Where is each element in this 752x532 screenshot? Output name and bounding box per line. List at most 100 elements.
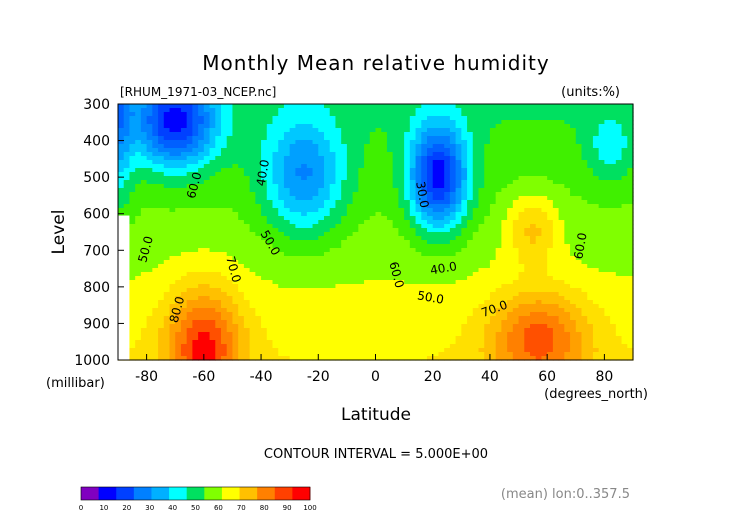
contour-cell <box>621 292 628 297</box>
contour-cell <box>575 144 583 149</box>
contour-cell <box>524 168 531 173</box>
contour-cell <box>455 160 462 165</box>
contour-cell <box>215 316 222 321</box>
contour-cell <box>140 200 148 205</box>
contour-cell <box>364 268 371 273</box>
contour-cell <box>615 172 623 177</box>
contour-cell <box>484 296 491 301</box>
contour-cell <box>610 280 617 285</box>
contour-cell <box>461 176 468 181</box>
contour-cell <box>301 280 308 285</box>
contour-cell <box>570 308 577 313</box>
contour-cell <box>163 324 171 329</box>
contour-cell <box>152 144 159 149</box>
contour-cell <box>324 260 331 265</box>
contour-cell <box>335 276 342 281</box>
contour-cell <box>209 172 216 177</box>
contour-cell <box>215 156 222 161</box>
contour-cell <box>318 244 325 249</box>
contour-cell <box>226 116 234 121</box>
contour-cell <box>507 156 514 161</box>
contour-cell <box>592 224 600 229</box>
contour-cell <box>495 188 502 193</box>
contour-cell <box>375 268 382 273</box>
contour-cell <box>261 272 268 277</box>
contour-cell <box>369 324 377 329</box>
contour-cell <box>587 104 594 109</box>
contour-cell <box>386 276 394 281</box>
contour-cell <box>318 268 325 273</box>
contour-cell <box>369 208 377 213</box>
contour-cell <box>163 264 171 269</box>
contour-cell <box>266 172 274 177</box>
contour-cell <box>221 108 228 113</box>
contour-cell <box>541 248 548 253</box>
contour-cell <box>392 116 399 121</box>
contour-cell <box>255 196 262 201</box>
contour-cell <box>295 116 302 121</box>
contour-cell <box>266 192 274 197</box>
contour-cell <box>604 296 611 301</box>
contour-cell <box>581 104 588 109</box>
contour-cell <box>530 144 537 149</box>
contour-cell <box>278 276 285 281</box>
contour-cell <box>507 220 514 225</box>
contour-cell <box>215 260 222 265</box>
contour-cell <box>221 240 228 245</box>
contour-cell <box>215 116 222 121</box>
contour-cell <box>409 232 417 237</box>
contour-cell <box>295 200 302 205</box>
contour-cell <box>352 224 359 229</box>
contour-cell <box>438 216 445 221</box>
contour-cell <box>381 224 388 229</box>
contour-cell <box>570 108 577 113</box>
contour-cell <box>318 136 325 141</box>
contour-cell <box>352 168 359 173</box>
contour-cell <box>369 300 377 305</box>
contour-cell <box>587 216 594 221</box>
contour-cell <box>221 120 228 125</box>
contour-cell <box>158 172 165 177</box>
contour-cell <box>415 296 422 301</box>
contour-cell <box>381 232 388 237</box>
contour-cell <box>341 232 348 237</box>
contour-cell <box>180 276 188 281</box>
contour-cell <box>495 128 502 133</box>
contour-cell <box>243 140 251 145</box>
contour-cell <box>449 212 457 217</box>
contour-cell <box>501 316 508 321</box>
contour-cell <box>541 116 548 121</box>
contour-cell <box>587 296 594 301</box>
contour-cell <box>169 316 176 321</box>
contour-cell <box>140 272 148 277</box>
contour-cell <box>495 308 502 313</box>
contour-cell <box>438 184 445 189</box>
contour-cell <box>564 256 571 261</box>
contour-cell <box>180 148 188 153</box>
contour-cell <box>123 128 131 133</box>
contour-cell <box>158 264 165 269</box>
contour-cell <box>226 204 234 209</box>
contour-cell <box>186 280 193 285</box>
contour-cell <box>604 216 611 221</box>
contour-cell <box>495 244 502 249</box>
contour-cell <box>421 200 428 205</box>
contour-cell <box>140 224 148 229</box>
contour-cell <box>535 192 543 197</box>
contour-cell <box>238 184 245 189</box>
contour-cell <box>318 156 325 161</box>
contour-cell <box>530 232 537 237</box>
contour-cell <box>232 156 239 161</box>
contour-cell <box>478 196 485 201</box>
contour-cell <box>530 200 537 205</box>
contour-cell <box>180 168 188 173</box>
contour-cell <box>158 320 165 325</box>
contour-cell <box>369 312 377 317</box>
contour-cell <box>238 136 245 141</box>
contour-cell <box>261 228 268 233</box>
contour-cell <box>478 220 485 225</box>
contour-cell <box>335 156 342 161</box>
contour-cell <box>203 324 211 329</box>
contour-cell <box>266 180 274 185</box>
contour-cell <box>163 208 171 213</box>
